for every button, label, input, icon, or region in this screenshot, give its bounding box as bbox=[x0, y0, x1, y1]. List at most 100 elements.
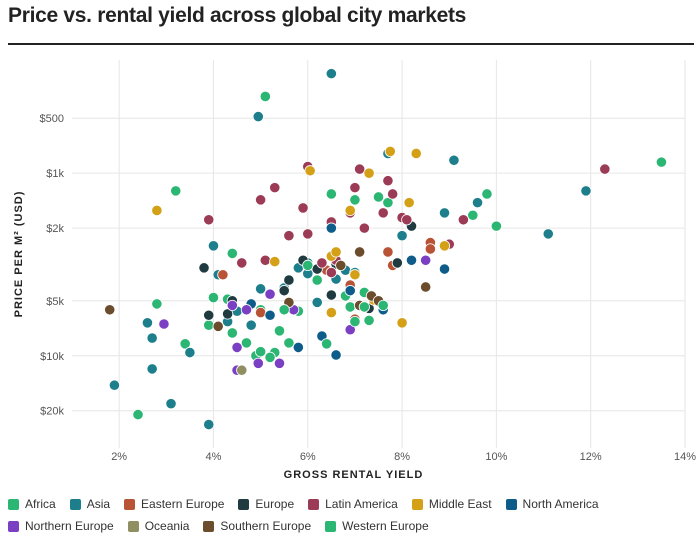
legend-item: Africa bbox=[8, 496, 56, 512]
data-point-europe bbox=[222, 308, 234, 320]
data-point-africa bbox=[490, 220, 502, 232]
data-point-middle-east bbox=[304, 165, 316, 177]
x-tick-label: 8% bbox=[394, 451, 410, 463]
legend-item: Southern Europe bbox=[203, 518, 311, 534]
data-point-eastern-europe bbox=[424, 243, 436, 255]
chart-title: Price vs. rental yield across global cit… bbox=[8, 4, 467, 27]
data-point-middle-east bbox=[269, 255, 281, 268]
data-point-asia bbox=[255, 283, 267, 295]
data-point-eastern-europe bbox=[217, 269, 229, 281]
legend-swatch bbox=[8, 498, 19, 510]
data-point-latin-america bbox=[382, 175, 394, 187]
data-point-western-europe bbox=[358, 301, 370, 313]
x-tick-label: 2% bbox=[111, 451, 127, 463]
x-tick-labels: 2% 4% 6% 8% 10% 12% 14% bbox=[111, 451, 696, 463]
legend-swatch bbox=[124, 498, 136, 510]
data-point-latin-america bbox=[316, 257, 328, 269]
x-tick-label: 14% bbox=[674, 451, 696, 463]
data-point-northern-europe bbox=[240, 304, 253, 316]
data-point-latin-america bbox=[297, 202, 309, 214]
data-point-asia bbox=[245, 319, 257, 331]
data-point-asia bbox=[207, 240, 220, 252]
data-point-europe bbox=[198, 262, 210, 274]
data-point-europe bbox=[203, 309, 215, 321]
y-tick-label: $20k bbox=[40, 406, 64, 418]
data-point-latin-america bbox=[358, 222, 370, 234]
data-point-southern-europe bbox=[212, 320, 224, 332]
data-point-latin-america bbox=[599, 163, 611, 175]
data-point-europe bbox=[283, 274, 295, 286]
y-tick-label: $500 bbox=[40, 113, 64, 125]
legend-label: Africa bbox=[25, 497, 56, 511]
data-point-middle-east bbox=[363, 167, 375, 179]
legend-item: Latin America bbox=[308, 496, 398, 512]
legend-label: North America bbox=[522, 497, 599, 511]
data-point-asia bbox=[252, 111, 264, 123]
data-point-western-europe bbox=[321, 338, 333, 350]
data-point-asia bbox=[108, 379, 121, 391]
legend-item: Eastern Europe bbox=[124, 496, 224, 512]
data-point-western-europe bbox=[151, 298, 163, 310]
legend-swatch bbox=[203, 520, 215, 532]
y-tick-labels: $500 $1k $2k $5k $10k $20k bbox=[40, 113, 65, 418]
scatter-plot: $500$1k$2k$5k$10k$20k 2% 4% 6% 8% 10% 12% 14% … bbox=[13, 60, 696, 481]
grid-lines bbox=[72, 60, 686, 448]
data-point-latin-america bbox=[387, 188, 399, 200]
data-point-latin-america bbox=[302, 228, 314, 240]
data-point-asia bbox=[448, 154, 460, 166]
data-point-middle-east bbox=[344, 204, 356, 217]
legend-swatch bbox=[69, 498, 81, 510]
legend-item: Europe bbox=[238, 496, 294, 512]
data-point-eastern-europe bbox=[382, 246, 394, 258]
data-point-asia bbox=[311, 296, 323, 308]
legend-label: Asia bbox=[86, 497, 111, 511]
data-point-europe bbox=[325, 289, 337, 301]
data-point-africa bbox=[226, 247, 238, 259]
legend-item: Northern Europe bbox=[8, 518, 114, 534]
legend-item: Asia bbox=[69, 496, 111, 512]
y-tick-label: $5k bbox=[46, 296, 64, 308]
data-point-northern-europe bbox=[264, 288, 276, 300]
data-point-north-america bbox=[292, 341, 304, 354]
data-point-northern-europe bbox=[252, 357, 264, 369]
data-point-western-europe bbox=[311, 274, 323, 286]
data-point-oceania bbox=[236, 364, 248, 376]
data-point-north-america bbox=[405, 254, 418, 266]
data-point-northern-europe bbox=[158, 318, 170, 330]
data-point-north-america bbox=[438, 263, 451, 275]
legend-label: Southern Europe bbox=[220, 519, 312, 533]
data-point-africa bbox=[481, 188, 493, 200]
data-point-asia bbox=[438, 207, 451, 219]
legend-label: Northern Europe bbox=[25, 519, 114, 533]
y-axis-label: PRICE PER M² (USD) bbox=[13, 191, 25, 318]
data-point-northern-europe bbox=[273, 357, 286, 369]
legend-item: Western Europe bbox=[325, 518, 429, 534]
data-point-southern-europe bbox=[420, 281, 432, 293]
data-point-northern-europe bbox=[231, 341, 243, 354]
data-point-northern-europe bbox=[420, 254, 432, 266]
data-point-europe bbox=[278, 285, 290, 297]
data-point-africa bbox=[207, 291, 220, 304]
y-tick-label: $2k bbox=[46, 223, 64, 235]
legend-item: Oceania bbox=[127, 518, 189, 534]
data-point-africa bbox=[344, 301, 356, 313]
data-point-north-america bbox=[325, 222, 337, 234]
data-point-western-europe bbox=[264, 351, 276, 363]
data-point-latin-america bbox=[255, 194, 267, 206]
x-axis-label: GROSS RENTAL YIELD bbox=[284, 469, 424, 481]
data-point-latin-america bbox=[236, 257, 248, 269]
data-point-western-europe bbox=[377, 299, 389, 312]
legend-label: Middle East bbox=[428, 497, 492, 511]
data-point-western-europe bbox=[349, 316, 361, 328]
legend-swatch bbox=[127, 520, 139, 532]
data-point-north-america bbox=[344, 285, 356, 297]
legend-swatch bbox=[308, 498, 320, 510]
data-point-asia bbox=[146, 363, 158, 375]
data-point-western-europe bbox=[302, 259, 314, 272]
data-point-asia bbox=[184, 346, 196, 359]
x-tick-label: 12% bbox=[580, 451, 602, 463]
data-point-africa bbox=[467, 209, 479, 221]
data-point-southern-europe bbox=[104, 304, 116, 316]
data-point-africa bbox=[170, 185, 182, 197]
legend: Africa Asia Eastern Europe Europe Latin Amer… bbox=[8, 496, 694, 534]
